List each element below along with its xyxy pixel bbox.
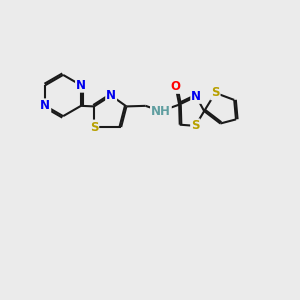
- Text: S: S: [90, 121, 98, 134]
- Text: N: N: [40, 99, 50, 112]
- Text: S: S: [191, 119, 200, 132]
- Text: N: N: [76, 79, 86, 92]
- Text: N: N: [191, 90, 201, 103]
- Text: NH: NH: [151, 105, 171, 118]
- Text: S: S: [211, 86, 220, 99]
- Text: N: N: [106, 89, 116, 102]
- Text: O: O: [171, 80, 181, 93]
